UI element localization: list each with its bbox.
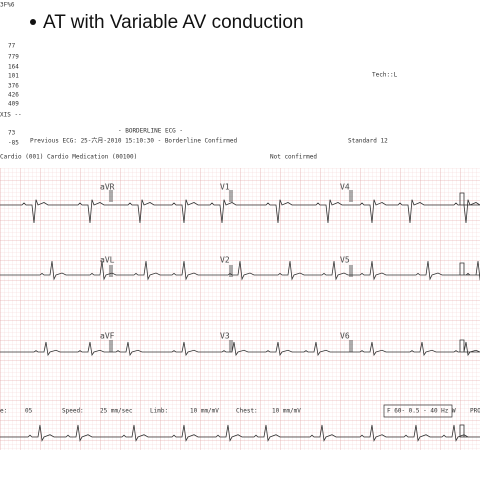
interpretation: - BORDERLINE ECG - — [118, 128, 183, 135]
footer-text: 05 — [25, 408, 33, 415]
lead-label: aVF — [100, 332, 115, 341]
lead-divider — [229, 190, 233, 202]
footer-text: Speed: — [62, 408, 84, 415]
lead-label: V1 — [220, 183, 230, 192]
ecg-trace — [0, 339, 480, 357]
lead-divider — [109, 265, 113, 277]
footer-text: Limb: — [150, 408, 168, 415]
bullet — [30, 19, 36, 25]
standard: Standard 12 — [348, 138, 388, 145]
lead-label: aVR — [100, 183, 115, 192]
lead-label: V5 — [340, 256, 350, 265]
ecg-trace — [0, 260, 480, 281]
sidebar-code: 3F%6 — [0, 2, 15, 9]
sidebar-value: 376 — [8, 83, 19, 90]
lead-label: V3 — [220, 332, 230, 341]
sidebar-value: 426 — [8, 92, 19, 99]
ecg-trace — [0, 424, 480, 442]
sidebar-value: 77 — [8, 43, 16, 50]
lead-label: V4 — [340, 183, 350, 192]
lead-divider — [229, 265, 233, 277]
footer-text: 10 mm/mV — [272, 408, 301, 415]
location: Cardio (001) Cardio Medication (00100) — [0, 154, 137, 161]
previous-ecg: Previous ECG: 25-六月-2010 15:10:30 - Bord… — [30, 137, 237, 145]
footer-text: Chest: — [236, 408, 258, 415]
footer-text: 10 mm/mV — [190, 408, 219, 415]
slide-title: AT with Variable AV conduction — [43, 12, 304, 33]
sidebar-value: 409 — [8, 101, 19, 108]
lead-divider — [109, 190, 113, 202]
sidebar-value: 779 — [8, 54, 19, 61]
lead-label: V2 — [220, 256, 230, 265]
lead-divider — [229, 340, 233, 352]
footer-text: F 60- 0.5 - 40 Hz W — [387, 408, 456, 415]
footer-text: 25 mm/sec — [100, 408, 133, 415]
lead-label: V6 — [340, 332, 350, 341]
lead-divider — [349, 265, 353, 277]
footer-text: e: — [0, 408, 7, 415]
status: Not confirmed — [270, 154, 317, 161]
ecg-grid — [0, 168, 480, 450]
lead-divider — [109, 340, 113, 352]
sidebar-value: 164 — [8, 64, 19, 71]
sidebar-value: -85 — [8, 140, 19, 147]
sidebar-value: XIS -- — [0, 112, 22, 119]
lead-divider — [349, 340, 353, 352]
ecg-traces — [0, 190, 480, 442]
tech: Tech::L — [372, 72, 398, 79]
ecg-trace — [0, 192, 480, 224]
sidebar-value: 73 — [8, 130, 16, 137]
footer-text: PRO — [470, 408, 480, 415]
lead-label: aVL — [100, 256, 115, 265]
lead-divider — [349, 190, 353, 202]
filter-box — [383, 404, 453, 418]
sidebar-value: 101 — [8, 73, 19, 80]
